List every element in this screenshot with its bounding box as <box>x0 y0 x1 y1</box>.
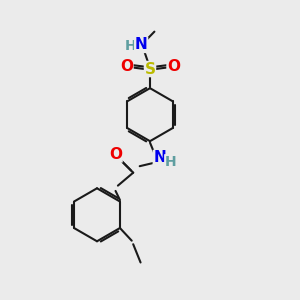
Text: O: O <box>167 58 180 74</box>
Text: N: N <box>153 150 166 165</box>
Text: O: O <box>120 58 133 74</box>
Text: H: H <box>124 39 136 53</box>
Text: O: O <box>109 147 122 162</box>
Text: N: N <box>135 38 148 52</box>
Text: S: S <box>145 61 155 76</box>
Text: H: H <box>165 155 176 169</box>
